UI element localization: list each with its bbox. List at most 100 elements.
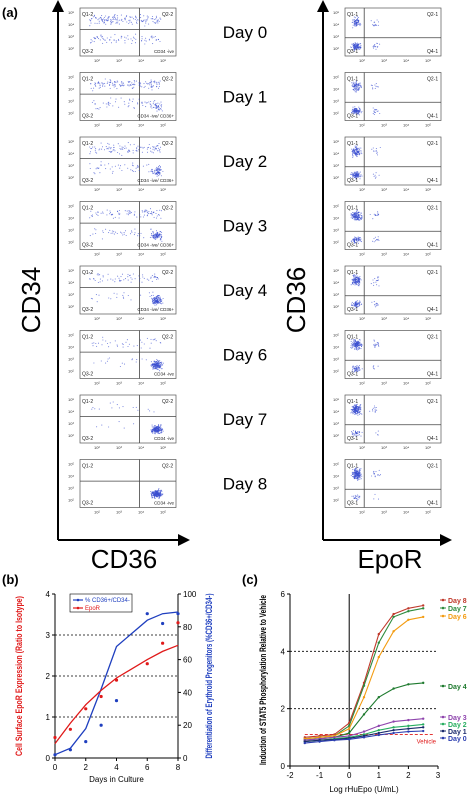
day-label: Day 2 (223, 152, 267, 171)
event-dot (132, 36, 135, 38)
event-dot (110, 232, 112, 234)
event-dot (108, 346, 110, 348)
event-dot (112, 18, 114, 20)
event-dot (106, 148, 108, 150)
x-tick-label: 10⁵ (160, 123, 166, 128)
event-dot (124, 278, 127, 280)
event-dot (150, 100, 152, 103)
event-dot (372, 113, 374, 115)
event-dot (356, 18, 359, 20)
event-dot (351, 49, 353, 51)
event-dot (137, 166, 139, 168)
event-dot (355, 210, 358, 212)
event-dot (145, 81, 147, 83)
event-dot (356, 346, 358, 348)
event-dot (102, 84, 104, 86)
event-dot (154, 495, 156, 497)
event-dot (357, 241, 359, 243)
event-dot (355, 218, 357, 220)
event-dot (160, 169, 162, 171)
x-tick-label: 3 (436, 771, 441, 780)
event-dot (156, 237, 158, 239)
event-dot (122, 148, 124, 150)
event-dot (372, 407, 374, 409)
event-dot (147, 16, 149, 18)
event-dot (110, 148, 112, 150)
event-dot (110, 42, 113, 44)
event-dot (117, 20, 119, 22)
y-tick-label: 10⁵ (333, 268, 339, 273)
event-dot (89, 19, 91, 21)
event-dot (358, 110, 360, 112)
event-dot (145, 106, 147, 108)
event-dot (157, 364, 159, 366)
event-dot (91, 408, 93, 410)
x-tick-label: 10⁴ (138, 123, 144, 128)
event-dot (359, 405, 361, 407)
event-dot (354, 474, 356, 476)
event-dot (109, 102, 111, 105)
x-tick-label: 10⁵ (160, 445, 166, 450)
event-dot (373, 175, 375, 178)
y-tick-label: 10³ (333, 486, 339, 491)
data-point (392, 720, 395, 723)
event-dot (159, 296, 161, 298)
data-point (407, 730, 410, 733)
event-dot (146, 15, 148, 17)
event-dot (153, 495, 155, 497)
event-dot (357, 471, 359, 474)
event-dot (357, 175, 359, 177)
event-dot (108, 143, 110, 145)
y-tick-label: 10⁵ (68, 268, 74, 273)
y-tick-label-left: 1 (46, 713, 51, 722)
event-dot (139, 278, 141, 280)
event-dot (106, 209, 108, 211)
event-dot (154, 35, 156, 38)
event-dot (356, 410, 358, 412)
event-dot (158, 105, 160, 107)
event-dot (98, 22, 100, 24)
event-dot (158, 150, 160, 152)
event-dot (106, 360, 108, 362)
event-dot (372, 47, 375, 49)
event-dot (359, 278, 361, 280)
event-dot (158, 82, 160, 84)
series-label: Day 7 (448, 606, 467, 613)
event-dot (374, 493, 376, 495)
event-dot (106, 37, 108, 39)
event-dot (160, 18, 162, 20)
event-dot (355, 173, 357, 176)
event-dot (358, 347, 360, 349)
event-dot (360, 215, 362, 217)
x-tick-label: 10² (94, 187, 100, 192)
event-dot (353, 176, 355, 178)
event-dot (122, 343, 124, 345)
data-point (377, 641, 380, 644)
data-point (377, 655, 380, 659)
event-dot (354, 348, 356, 350)
event-dot (356, 46, 358, 48)
event-dot (103, 16, 105, 18)
event-dot (356, 472, 358, 475)
event-dot (99, 39, 101, 41)
event-dot (358, 154, 360, 156)
event-dot (161, 495, 163, 497)
event-dot (352, 342, 354, 344)
event-dot (358, 341, 360, 343)
event-dot (356, 24, 358, 26)
event-dot (126, 210, 128, 212)
x-tick-label: 10³ (381, 445, 387, 450)
x-tick-label: 10² (359, 252, 365, 257)
event-dot (157, 214, 160, 216)
event-dot (154, 368, 156, 370)
quadrant-label: CD34 -ive/ CD36+ (137, 178, 174, 183)
event-dot (350, 284, 352, 286)
event-dot (154, 428, 156, 430)
event-dot (141, 101, 143, 103)
event-dot (151, 429, 153, 431)
event-dot (129, 98, 131, 100)
event-dot (138, 20, 140, 22)
quadrant-label: Q1-2 (82, 12, 93, 18)
event-dot (354, 108, 356, 110)
